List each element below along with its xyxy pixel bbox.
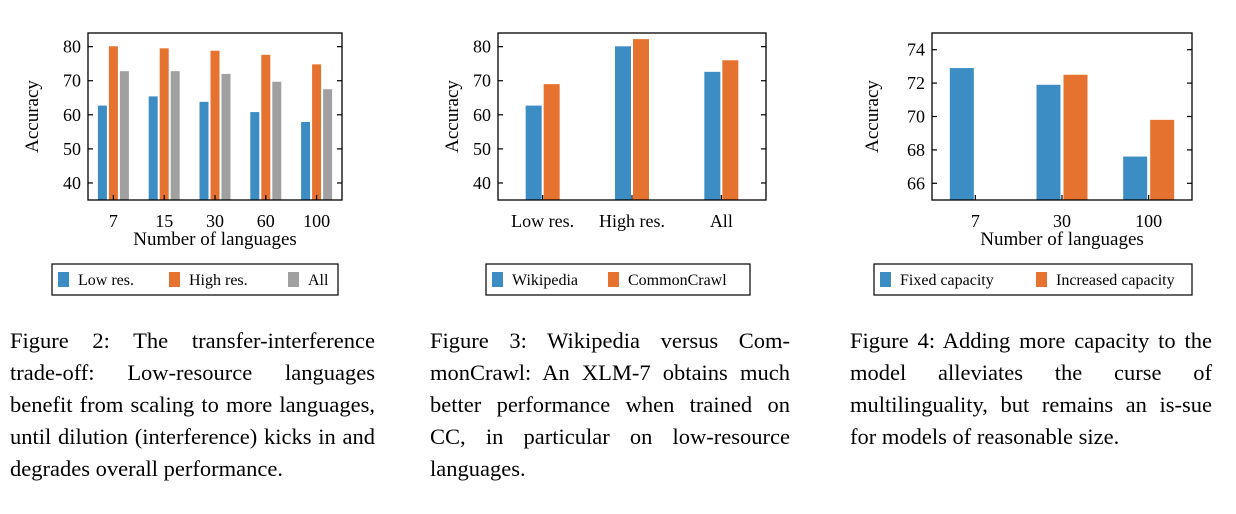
bar (525, 105, 542, 200)
x-tick-label: 30 (206, 211, 224, 231)
bar (543, 84, 560, 200)
x-tick-label: 60 (257, 211, 275, 231)
legend-swatch (58, 272, 69, 287)
y-tick-label: 70 (63, 71, 81, 91)
y-axis-label: Accuracy (22, 80, 43, 153)
y-tick-label: 66 (907, 173, 925, 193)
legend-label: Wikipedia (512, 272, 578, 289)
caption-text: Figure 3: Wikipedia versus Com-monCrawl:… (430, 328, 790, 481)
y-tick-label: 40 (63, 173, 81, 193)
bar (633, 39, 649, 201)
y-tick-label: 70 (473, 71, 491, 91)
legend-swatch (1036, 272, 1047, 287)
legend-label: All (308, 272, 329, 289)
x-tick-label: 100 (1135, 211, 1162, 231)
legend-swatch (169, 272, 180, 287)
bar (1036, 84, 1061, 200)
bar (97, 105, 107, 200)
y-tick-label: 50 (473, 139, 491, 159)
bar (159, 48, 169, 201)
legend-swatch (492, 272, 503, 287)
y-tick-label: 72 (907, 73, 925, 93)
bar (148, 96, 158, 200)
figure-4: 66 68 70 72 74 7 30 100 Accuracy Number of langua… (810, 0, 1236, 300)
y-tick-label: 70 (907, 107, 925, 127)
bar (119, 71, 129, 201)
bar (323, 89, 333, 200)
legend-label: Fixed capacity (900, 272, 994, 289)
y-tick-label: 60 (63, 105, 81, 125)
figure-3-chart: 40 50 60 70 80 Low res. High res. All Accuracy Wi… (442, 32, 767, 296)
y-tick-label: 74 (907, 40, 925, 60)
figure-4-chart: 66 68 70 72 74 7 30 100 Accuracy Number of langua… (862, 32, 1193, 296)
bar (210, 50, 220, 201)
x-tick-label: 100 (303, 211, 330, 231)
bar (272, 81, 282, 200)
legend-swatch (288, 272, 299, 287)
legend-swatch (608, 272, 619, 287)
bar (1063, 74, 1088, 200)
x-tick-label: All (710, 211, 733, 231)
bar (199, 101, 209, 200)
y-tick-label: 68 (907, 140, 925, 160)
bar (250, 112, 260, 200)
x-tick-label: High res. (599, 211, 665, 231)
x-tick-label: 30 (1053, 211, 1071, 231)
y-tick-label: 40 (473, 173, 491, 193)
bar (615, 46, 631, 200)
legend-label: High res. (189, 272, 248, 289)
figure-2-caption: Figure 2: The transfer-interference trad… (10, 325, 375, 485)
bar (1150, 119, 1175, 200)
legend-swatch (880, 272, 891, 287)
y-axis-label: Accuracy (442, 80, 463, 153)
x-axis-label: Number of languages (980, 229, 1144, 250)
bar (170, 71, 180, 201)
caption-text: Figure 2: The transfer-interference trad… (10, 328, 375, 481)
x-tick-label: 7 (971, 211, 980, 231)
y-tick-label: 60 (473, 105, 491, 125)
legend-label: Increased capacity (1056, 272, 1175, 289)
bar (221, 73, 231, 200)
figure-2-chart: 40 50 60 70 80 7 15 30 60 100 Accuracy Number of la… (22, 32, 343, 296)
figure-3: 40 50 60 70 80 Low res. High res. All Accuracy Wi… (410, 0, 810, 300)
figure-2: 40 50 60 70 80 7 15 30 60 100 Accuracy Number of la… (0, 0, 410, 300)
y-tick-label: 80 (473, 37, 491, 57)
x-tick-label: 15 (155, 211, 173, 231)
y-tick-label: 80 (63, 37, 81, 57)
bar (312, 64, 322, 200)
bar (722, 60, 739, 200)
legend-label: Low res. (78, 272, 134, 289)
figure-3-caption: Figure 3: Wikipedia versus Com-monCrawl:… (430, 325, 790, 485)
figure-4-caption: Figure 4: Adding more capacity to the mo… (850, 325, 1212, 453)
x-tick-label: 7 (109, 211, 118, 231)
bar (1123, 156, 1148, 200)
x-tick-label: Low res. (511, 211, 574, 231)
bar (949, 68, 974, 200)
legend-box (873, 263, 1193, 296)
y-tick-label: 50 (63, 139, 81, 159)
legend-label: CommonCrawl (628, 272, 727, 289)
y-axis-label: Accuracy (862, 80, 883, 153)
bar (704, 71, 721, 200)
bar (108, 46, 118, 200)
x-axis-label: Number of languages (133, 229, 297, 250)
bar (261, 54, 271, 201)
bar (301, 121, 311, 200)
caption-text: Figure 4: Adding more capacity to the mo… (850, 328, 1212, 449)
